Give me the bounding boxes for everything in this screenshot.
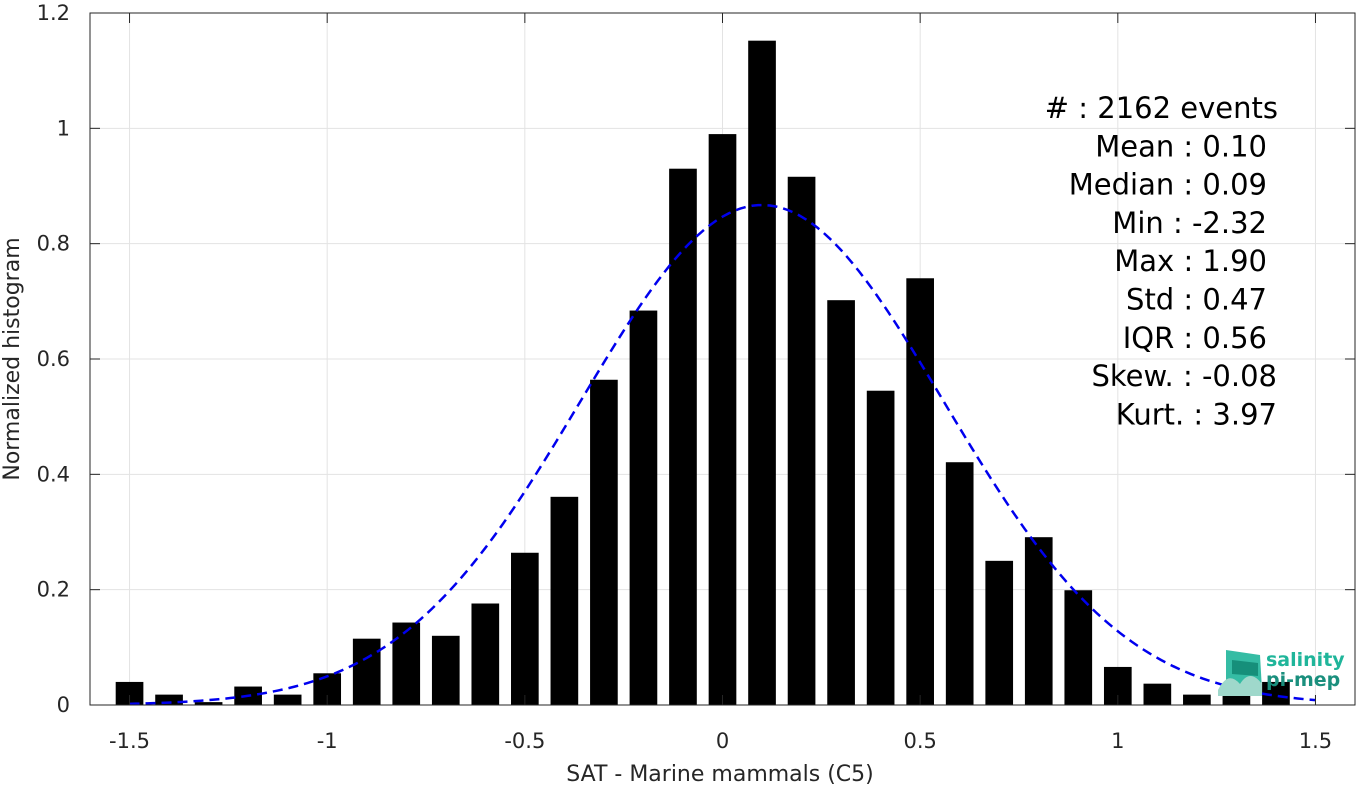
- histogram-bar: [392, 622, 421, 705]
- histogram-bar: [115, 681, 144, 705]
- histogram-bar: [669, 168, 697, 705]
- histogram-bar: [787, 176, 816, 706]
- stats-line: Kurt. : 3.97: [1116, 397, 1277, 431]
- histogram-bar: [1222, 694, 1251, 705]
- histogram-bar: [748, 40, 776, 706]
- stats-line: Std : 0.47: [1126, 283, 1267, 317]
- normal-fit-curve: [129, 203, 1316, 706]
- x-tick-label: 0.5: [903, 729, 936, 753]
- y-tick-label: 0.8: [37, 232, 70, 256]
- wave-icon: [1218, 650, 1262, 696]
- histogram-bar: [550, 496, 579, 705]
- statistics-box: # : 2162 events Mean : 0.10 Median : 0.09 M…: [1045, 91, 1278, 431]
- x-tick-label: -1.5: [109, 729, 150, 753]
- salinity-pi-mep-logo: salinity pi-mep: [1218, 649, 1345, 696]
- histogram-bar: [827, 300, 855, 705]
- histogram-bar: [985, 560, 1014, 705]
- logo-line-1: salinity: [1266, 649, 1345, 671]
- histogram-bar: [1064, 590, 1093, 705]
- histogram-bar: [590, 379, 618, 705]
- stats-line: Median : 0.09: [1069, 168, 1267, 202]
- y-tick-label: 0.4: [37, 462, 70, 486]
- histogram-bar: [511, 552, 539, 705]
- y-tick-label: 1: [57, 116, 70, 140]
- stats-line: Mean : 0.10: [1095, 129, 1267, 163]
- y-axis-label: Normalized histogram: [0, 237, 25, 480]
- histogram-bar: [155, 694, 183, 705]
- x-axis-ticks: -1.5 -1 -0.5 0 0.5 1 1.5: [109, 13, 1332, 753]
- x-tick-label: -1: [317, 729, 338, 753]
- y-axis-ticks: 0 0.2 0.4 0.6 0.8 1 1.2: [37, 1, 1355, 717]
- stats-line: IQR : 0.56: [1123, 321, 1267, 355]
- histogram-bar: [866, 390, 895, 705]
- stats-line: Max : 1.90: [1114, 244, 1267, 278]
- x-tick-label: 0: [716, 729, 729, 753]
- histogram-bar: [906, 278, 934, 705]
- stats-line: # : 2162 events: [1045, 91, 1278, 125]
- y-tick-label: 1.2: [37, 1, 70, 25]
- x-tick-label: 1: [1111, 729, 1124, 753]
- histogram-bar: [194, 702, 223, 705]
- logo-line-2: pi-mep: [1266, 669, 1340, 691]
- histogram-bars: [115, 40, 1290, 706]
- histogram-bar: [1143, 683, 1172, 705]
- histogram-bar: [1024, 537, 1053, 705]
- stats-line: Min : -2.32: [1112, 206, 1267, 240]
- histogram-bar: [273, 694, 302, 705]
- x-tick-label: -0.5: [504, 729, 545, 753]
- x-axis-label: SAT - Marine mammals (C5): [566, 762, 874, 785]
- histogram-bar: [1262, 681, 1290, 705]
- histogram-bar: [1183, 694, 1211, 705]
- y-tick-label: 0.6: [37, 347, 70, 371]
- histogram-bar: [471, 603, 500, 705]
- histogram-bar: [945, 462, 974, 705]
- y-tick-label: 0: [57, 693, 70, 717]
- histogram-bar: [629, 310, 658, 705]
- histogram-bar: [352, 638, 381, 705]
- histogram-bar: [708, 134, 737, 706]
- x-tick-label: 1.5: [1299, 729, 1332, 753]
- stats-line: Skew. : -0.08: [1091, 359, 1277, 393]
- y-tick-label: 0.2: [37, 578, 70, 602]
- histogram-bar: [431, 635, 460, 705]
